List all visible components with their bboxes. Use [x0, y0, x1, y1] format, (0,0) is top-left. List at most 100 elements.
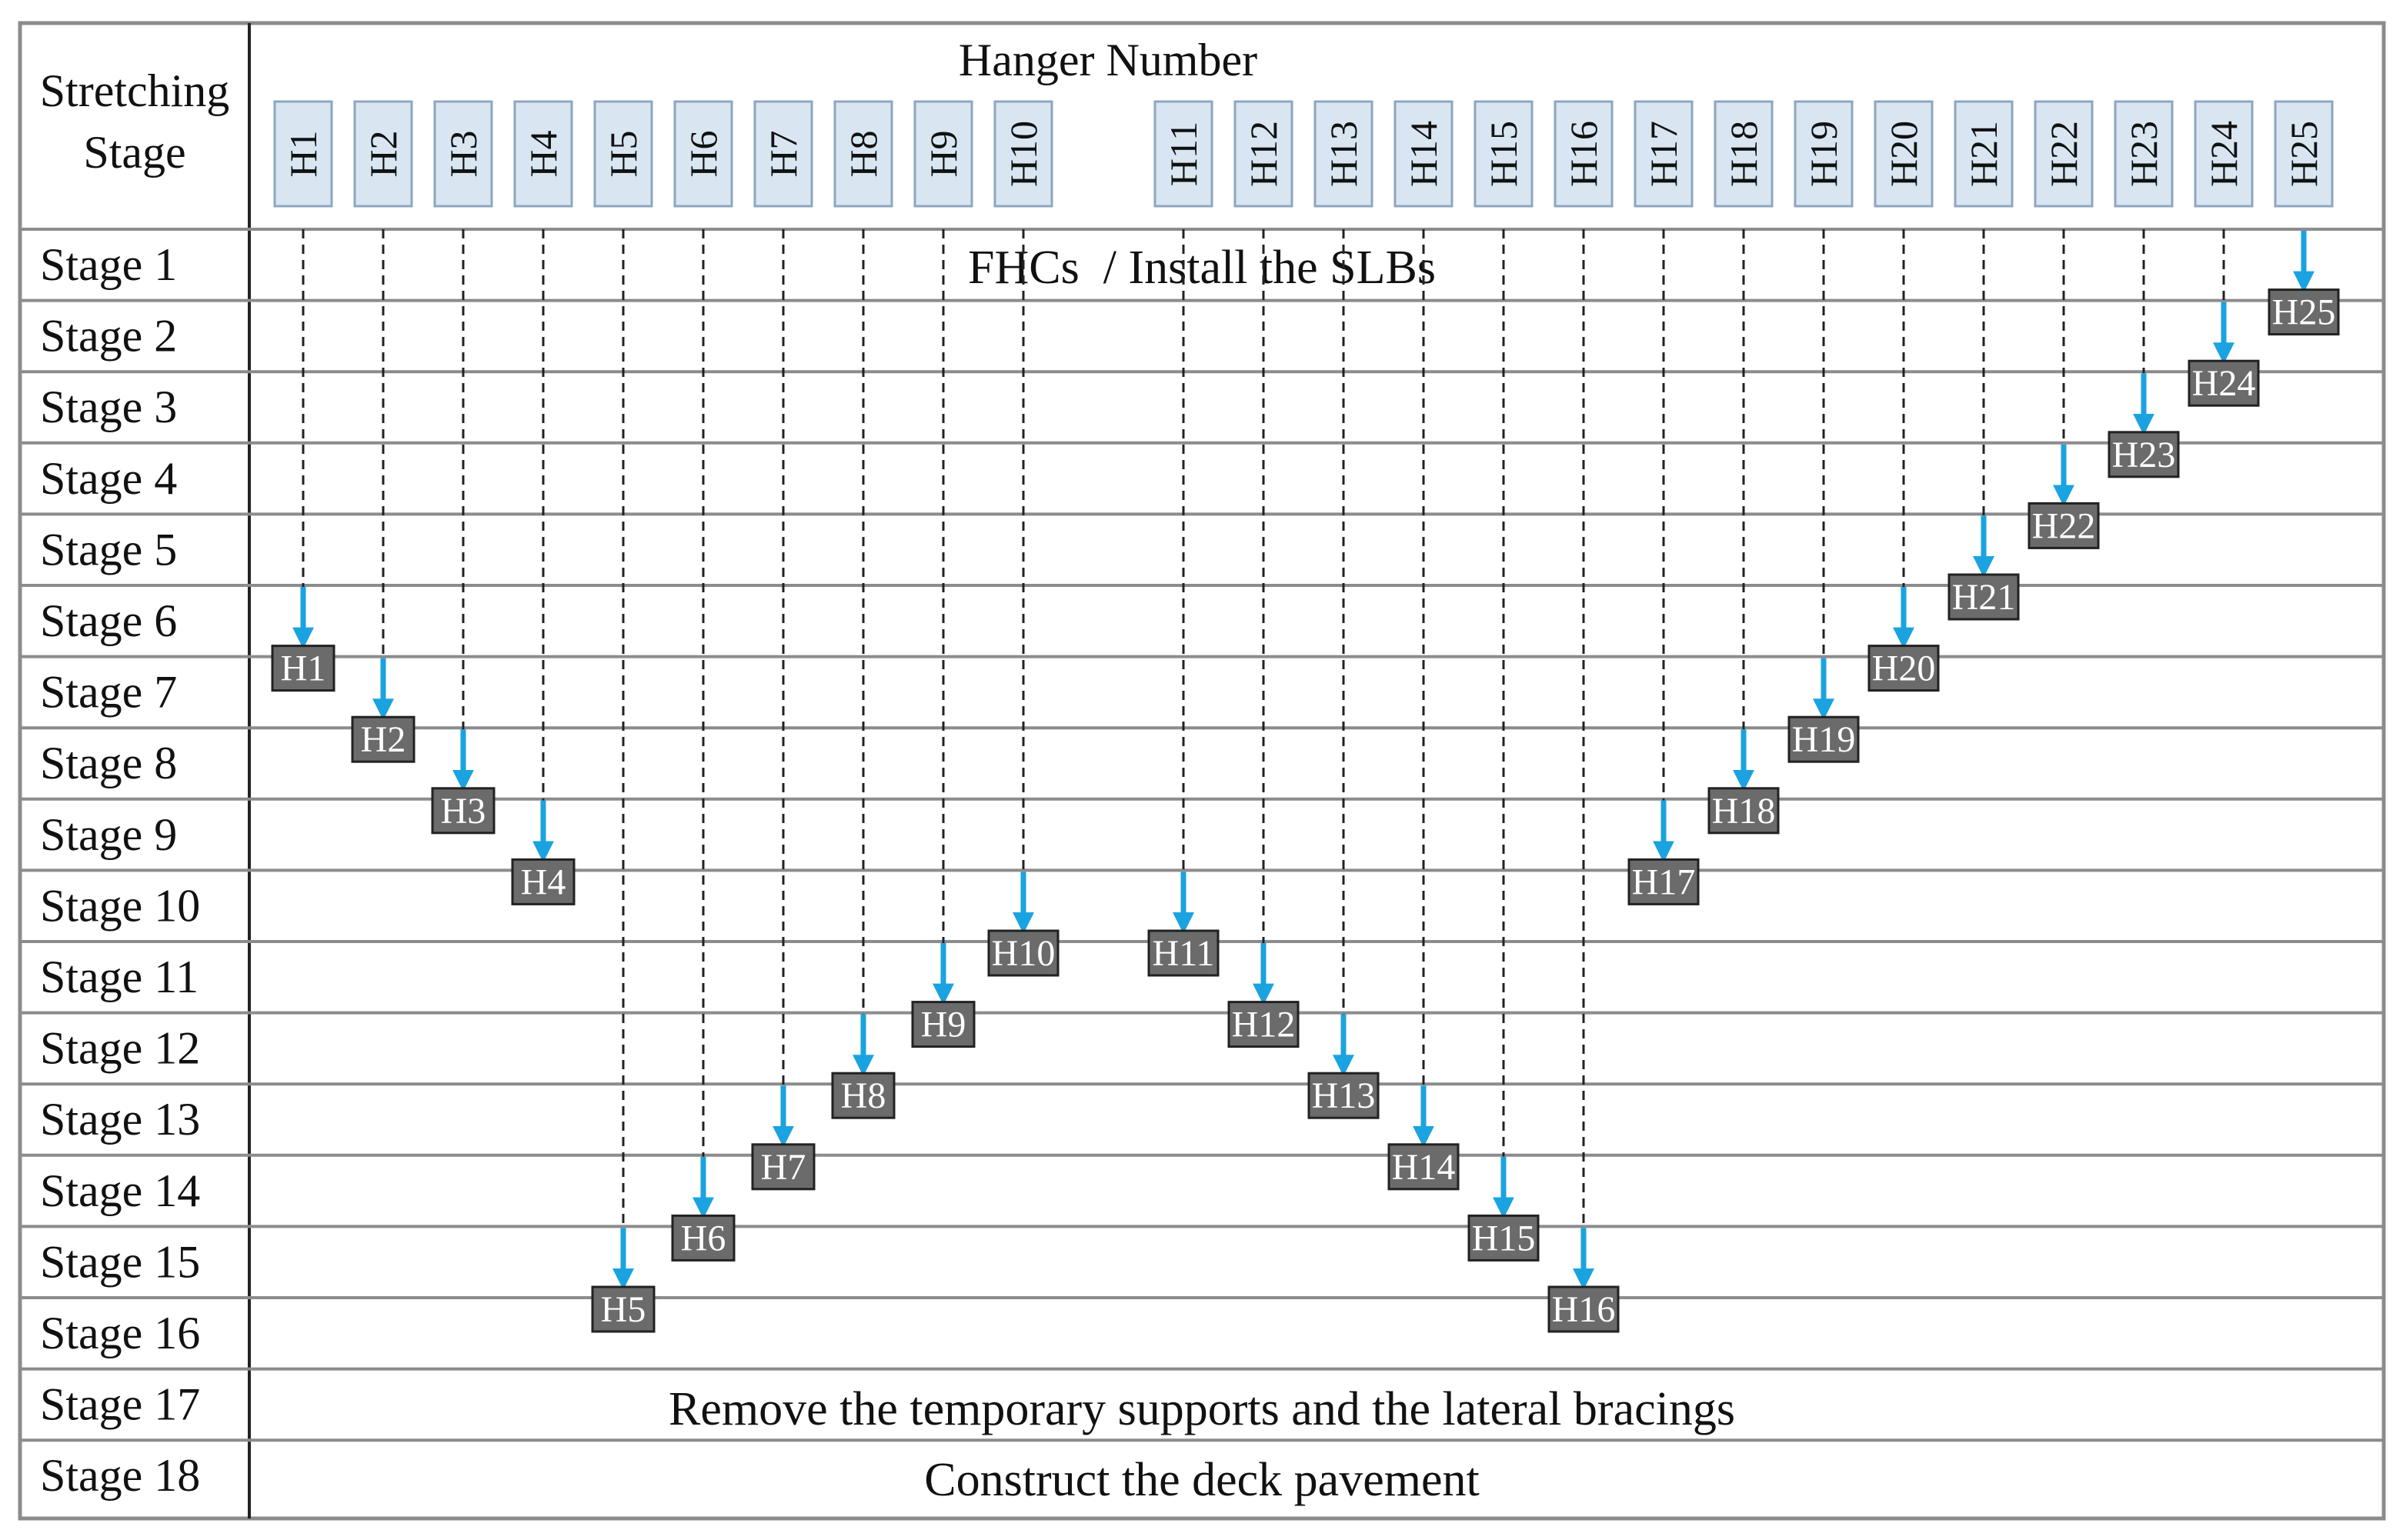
tension-label-box: H2 — [351, 715, 416, 763]
tension-label-text: H1 — [281, 648, 326, 689]
hanger-header-label: H5 — [602, 130, 645, 177]
tension-label-box: H12 — [1227, 1001, 1300, 1048]
tension-arrows — [292, 231, 2315, 1290]
hanger-header-boxes: H1 H2 H3 H4 H5 H6 H7 H8 H9 H10 H11 H12 H13 H14 H15 H16 H… — [273, 100, 2334, 208]
tension-label-text: H9 — [921, 1005, 966, 1045]
stage-label: Stage 4 — [40, 453, 177, 504]
stage-label: Stage 16 — [40, 1308, 200, 1358]
hanger-header-label: H14 — [1402, 121, 1445, 187]
stage-label: Stage 12 — [40, 1023, 200, 1074]
stage-label: Stage 5 — [40, 524, 177, 575]
tension-label-box-rect — [351, 715, 416, 763]
tension-label-box-rect — [911, 1001, 976, 1048]
hanger-header-box-rect — [1794, 100, 1854, 208]
tension-label-text: H4 — [521, 862, 566, 902]
hanger-header-label: H18 — [1722, 121, 1765, 187]
tension-label-box-rect — [1547, 1285, 1620, 1333]
tension-label-box: H7 — [751, 1143, 816, 1191]
stage-label: Stage 6 — [40, 595, 177, 646]
stage-label: Stage 13 — [40, 1094, 200, 1145]
hanger-header-label: H1 — [282, 130, 325, 177]
tension-label-box: H18 — [1707, 787, 1780, 835]
hanger-header-box-rect — [1313, 100, 1373, 208]
tension-label-box-rect — [511, 858, 576, 905]
tension-label-box-rect — [2268, 288, 2340, 336]
stage-note-1: FHCs / Install the SLBs — [968, 242, 1436, 294]
tension-label-text: H8 — [841, 1075, 886, 1116]
stage-label: Stage 9 — [40, 809, 177, 860]
tension-label-text: H6 — [681, 1218, 726, 1258]
tension-label-text: H10 — [992, 933, 1056, 974]
tension-label-box-rect — [1227, 1001, 1300, 1048]
hanger-header-label: H24 — [2202, 121, 2245, 187]
hanger-header-label: H6 — [682, 130, 725, 177]
tension-label-box-rect — [431, 787, 496, 835]
hanger-header-box: H22 — [2034, 100, 2094, 208]
hanger-header-box: H16 — [1554, 100, 1614, 208]
hanger-header-label: H11 — [1162, 122, 1205, 186]
tension-label-box: H16 — [1547, 1285, 1620, 1333]
hanger-header-box: H19 — [1794, 100, 1854, 208]
table-border — [18, 21, 2386, 1521]
tension-label-box-rect — [1387, 1143, 1460, 1191]
hanger-header-box-rect — [673, 100, 733, 208]
tension-label-box-rect — [1947, 573, 2020, 621]
tension-label-text: H20 — [1872, 648, 1936, 689]
tension-label-box-rect — [591, 1285, 656, 1333]
hanger-header-label: H16 — [1562, 121, 1605, 187]
stage-label: Stage 3 — [40, 382, 177, 432]
stage-label: Stage 7 — [40, 667, 177, 718]
hanger-header-label: H21 — [1962, 121, 2005, 187]
stage-label: Stage 11 — [40, 952, 199, 1002]
hanger-header-box-rect — [1554, 100, 1614, 208]
hanger-header-box-rect — [2194, 100, 2254, 208]
hanger-header-box: H3 — [433, 100, 493, 208]
hanger-header-box: H10 — [993, 100, 1053, 208]
hanger-header-box: H1 — [273, 100, 333, 208]
hanger-header-box-rect — [913, 100, 973, 208]
tension-label-text: H21 — [1952, 577, 2016, 618]
tension-label-text: H5 — [601, 1289, 646, 1330]
hanger-header-label: H8 — [842, 130, 885, 177]
hanger-column-title: Hanger Number — [959, 35, 1257, 85]
hanger-header-label: H15 — [1482, 121, 1525, 187]
stage-label: Stage 18 — [40, 1450, 200, 1501]
tension-label-text: H23 — [2112, 435, 2176, 475]
stage-label: Stage 17 — [40, 1379, 200, 1430]
hanger-header-label: H3 — [442, 130, 485, 177]
tension-label-text: H17 — [1632, 862, 1696, 902]
hanger-header-box-rect — [1634, 100, 1694, 208]
tension-label-text: H22 — [2032, 505, 2096, 546]
hanger-header-box: H23 — [2114, 100, 2174, 208]
tension-label-box: H10 — [987, 929, 1060, 977]
hanger-header-box-rect — [1233, 100, 1293, 208]
tension-label-box: H19 — [1787, 715, 1860, 763]
hanger-header-label: H10 — [1002, 121, 1045, 187]
hanger-header-label: H19 — [1802, 121, 1845, 187]
hanger-header-box: H5 — [593, 100, 653, 208]
hanger-header-label: H7 — [762, 130, 805, 177]
tension-label-box-rect — [751, 1143, 816, 1191]
tension-label-box: H1 — [271, 645, 335, 692]
hanger-header-box: H25 — [2274, 100, 2334, 208]
tension-label-box: H15 — [1467, 1214, 1540, 1262]
tension-label-box: H6 — [671, 1214, 736, 1262]
hanger-header-box-rect — [2114, 100, 2174, 208]
tension-label-box-rect — [2108, 431, 2180, 478]
hanger-header-box-rect — [2274, 100, 2334, 208]
stage-label: Stage 10 — [40, 880, 200, 931]
hanger-header-box: H17 — [1634, 100, 1694, 208]
hanger-header-label: H12 — [1242, 121, 1285, 187]
hanger-header-box: H9 — [913, 100, 973, 208]
tension-label-text: H7 — [761, 1147, 806, 1188]
hanger-header-box-rect — [1153, 100, 1213, 208]
hanger-header-box-rect — [593, 100, 653, 208]
tension-label-box: H21 — [1947, 573, 2020, 621]
tension-label-box: H24 — [2188, 359, 2260, 407]
tension-label-box: H14 — [1387, 1143, 1460, 1191]
tension-label-box: H3 — [431, 787, 496, 835]
hanger-header-box-rect — [833, 100, 893, 208]
hanger-header-box: H14 — [1393, 100, 1453, 208]
hanger-header-box-rect — [993, 100, 1053, 208]
